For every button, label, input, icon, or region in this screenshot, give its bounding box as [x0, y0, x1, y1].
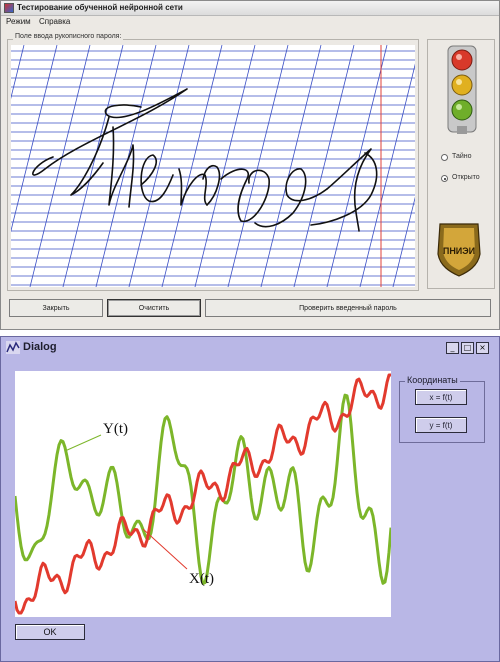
- handwriting-input-label: Поле ввода рукописного пароля:: [13, 33, 124, 40]
- status-panel: ПНИЭИ: [427, 39, 495, 289]
- close-window-button[interactable]: ×: [476, 342, 489, 354]
- time-series-chart: Y(t) X(t): [13, 373, 393, 615]
- legend-label-x: X(t): [189, 571, 214, 587]
- radio-secret-circle[interactable]: [441, 154, 448, 161]
- dialog-titlebar[interactable]: Dialog _ □ ×: [1, 337, 499, 359]
- verify-password-button[interactable]: Проверить введенный пароль: [205, 299, 491, 317]
- legend-label-y: Y(t): [103, 421, 128, 437]
- status-graphics: ПНИЭИ: [437, 45, 481, 277]
- menu-help[interactable]: Справка: [39, 17, 71, 26]
- handwriting-input-group: [7, 39, 419, 291]
- x-leader-line: [142, 528, 188, 570]
- handwriting-pad[interactable]: [0, 44, 500, 288]
- y-leader-line: [64, 434, 102, 452]
- x-of-t-button[interactable]: x = f(t): [415, 389, 467, 405]
- password-test-window: Тестирование обученной нейронной сети Ре…: [0, 0, 500, 330]
- close-button[interactable]: Закрыть: [9, 299, 103, 317]
- radio-open-label: Открыто: [452, 174, 480, 181]
- dialog-title: Dialog: [23, 341, 57, 353]
- y-of-t-button[interactable]: y = f(t): [415, 417, 467, 433]
- radio-secret-label: Тайно: [452, 153, 472, 160]
- lined-paper: [0, 44, 500, 288]
- minimize-button[interactable]: _: [446, 342, 459, 354]
- series-line-y: [13, 393, 393, 585]
- radio-open-circle[interactable]: [441, 175, 448, 182]
- handwritten-password: [32, 88, 378, 232]
- window-titlebar[interactable]: Тестирование обученной нейронной сети: [1, 1, 499, 16]
- dialog-app-icon: [6, 341, 20, 354]
- series-line-x: [13, 373, 391, 615]
- emblem-shield-icon: ПНИЭИ: [437, 223, 481, 277]
- menubar: Режим Справка: [1, 16, 499, 29]
- app-icon: [4, 3, 14, 13]
- ok-button[interactable]: OK: [15, 624, 85, 640]
- radio-secret[interactable]: Тайно: [441, 153, 500, 163]
- menu-mode[interactable]: Режим: [6, 17, 31, 26]
- emblem-text: ПНИЭИ: [443, 246, 475, 256]
- chart-area: Y(t) X(t): [13, 371, 393, 617]
- traffic-light-icon: [447, 45, 477, 134]
- maximize-button[interactable]: □: [461, 342, 474, 354]
- window-title: Тестирование обученной нейронной сети: [17, 3, 183, 12]
- radio-open[interactable]: Открыто: [441, 174, 500, 184]
- clear-button[interactable]: Очистить: [107, 299, 201, 317]
- dialog-window: Dialog _ □ × Y(t) X(t) Координаты x = f(…: [0, 336, 500, 662]
- coordinates-group-label: Координаты: [405, 375, 460, 385]
